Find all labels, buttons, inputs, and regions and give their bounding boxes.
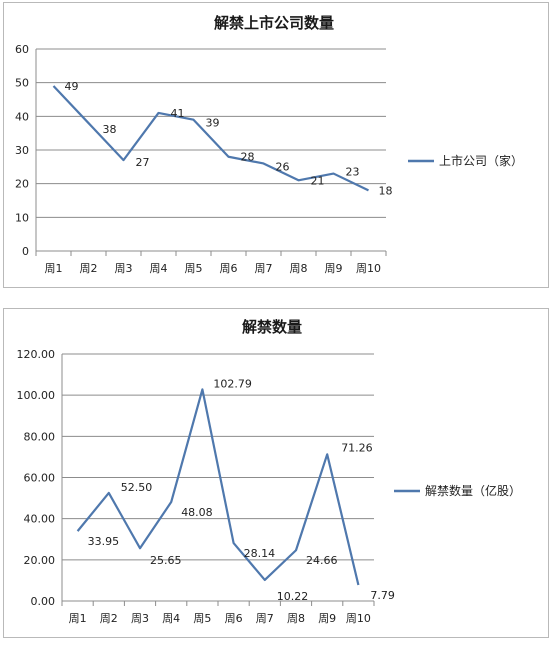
companies-x-tick-label: 周5 bbox=[185, 262, 203, 275]
companies-x-tick-label: 周7 bbox=[255, 262, 273, 275]
companies-data-label: 38 bbox=[103, 123, 117, 136]
volume-y-tick-label: 20.00 bbox=[24, 554, 56, 567]
companies-data-label: 28 bbox=[241, 151, 255, 164]
volume-data-label: 10.22 bbox=[277, 590, 309, 603]
companies-data-label: 18 bbox=[379, 184, 393, 197]
companies-x-tick-label: 周9 bbox=[325, 262, 343, 275]
volume-x-tick-label: 周7 bbox=[256, 612, 274, 625]
volume-series-line bbox=[76, 388, 360, 586]
companies-y-tick-label: 60 bbox=[15, 43, 29, 56]
companies-x-tick-label: 周2 bbox=[80, 262, 98, 275]
volume-x-tick-label: 周5 bbox=[193, 612, 211, 625]
volume-data-label: 48.08 bbox=[181, 506, 213, 519]
volume-data-label: 71.26 bbox=[341, 441, 373, 454]
companies-y-tick-label: 40 bbox=[15, 110, 29, 123]
volume-chart-title: 解禁数量 bbox=[242, 318, 302, 336]
volume-y-tick-label: 0.00 bbox=[31, 595, 56, 608]
volume-x-tick-label: 周9 bbox=[318, 612, 336, 625]
chart-panel-volume: 解禁数量 0.00 20.00 40.00 60.00 80.00 100.00 120.00… bbox=[3, 308, 549, 638]
volume-x-tick-label: 周6 bbox=[225, 612, 243, 625]
volume-y-tick-label: 120.00 bbox=[17, 348, 56, 361]
companies-x-tick-label: 周8 bbox=[290, 262, 308, 275]
volume-y-tick-label: 80.00 bbox=[24, 430, 56, 443]
volume-legend-label: 解禁数量（亿股） bbox=[425, 483, 521, 498]
companies-data-label: 23 bbox=[346, 166, 360, 179]
companies-y-tick-label: 50 bbox=[15, 77, 29, 90]
volume-data-label: 33.95 bbox=[88, 535, 120, 548]
companies-x-tick-label: 周10 bbox=[356, 262, 381, 275]
volume-data-label: 102.79 bbox=[213, 377, 252, 390]
volume-data-label: 25.65 bbox=[150, 554, 182, 567]
companies-line-chart: 解禁上市公司数量 0 10 20 30 40 50 60 周1 周2 周3 周4 周5 周6 周7 周8 周9 周… bbox=[15, 14, 523, 275]
companies-data-label: 21 bbox=[311, 174, 325, 187]
volume-data-label: 7.79 bbox=[370, 589, 395, 602]
chart-panel-companies: 解禁上市公司数量 0 10 20 30 40 50 60 周1 周2 周3 周4 周5 周6 周7 周8 周9 周… bbox=[3, 2, 549, 288]
companies-series-line bbox=[52, 85, 369, 192]
companies-data-label: 27 bbox=[136, 156, 150, 169]
companies-y-tick-label: 30 bbox=[15, 144, 29, 157]
volume-x-tick-label: 周3 bbox=[131, 612, 149, 625]
companies-x-tick-label: 周3 bbox=[115, 262, 133, 275]
companies-x-tick-label: 周4 bbox=[150, 262, 168, 275]
companies-y-tick-label: 0 bbox=[22, 245, 29, 258]
volume-line-chart: 解禁数量 0.00 20.00 40.00 60.00 80.00 100.00 120.00… bbox=[17, 318, 522, 625]
volume-data-label: 28.14 bbox=[244, 547, 276, 560]
companies-data-label: 39 bbox=[206, 117, 220, 130]
companies-y-tick-label: 20 bbox=[15, 178, 29, 191]
volume-x-tick-label: 周4 bbox=[162, 612, 180, 625]
companies-legend-label: 上市公司（家） bbox=[439, 153, 523, 168]
companies-chart-title: 解禁上市公司数量 bbox=[214, 14, 334, 32]
volume-x-tick-label: 周1 bbox=[69, 612, 87, 625]
volume-y-tick-label: 60.00 bbox=[24, 472, 56, 485]
companies-y-tick-label: 10 bbox=[15, 211, 29, 224]
companies-data-label: 41 bbox=[171, 107, 185, 120]
companies-data-label: 26 bbox=[276, 160, 290, 173]
volume-y-tick-label: 40.00 bbox=[24, 513, 56, 526]
companies-x-tick-label: 周6 bbox=[220, 262, 238, 275]
volume-x-tick-label: 周10 bbox=[346, 612, 371, 625]
volume-data-label: 24.66 bbox=[306, 554, 338, 567]
volume-x-tick-label: 周2 bbox=[100, 612, 118, 625]
volume-x-tick-label: 周8 bbox=[287, 612, 305, 625]
companies-x-tick-label: 周1 bbox=[45, 262, 63, 275]
companies-data-label: 49 bbox=[65, 80, 79, 93]
volume-data-label: 52.50 bbox=[121, 481, 153, 494]
volume-y-tick-label: 100.00 bbox=[17, 389, 56, 402]
